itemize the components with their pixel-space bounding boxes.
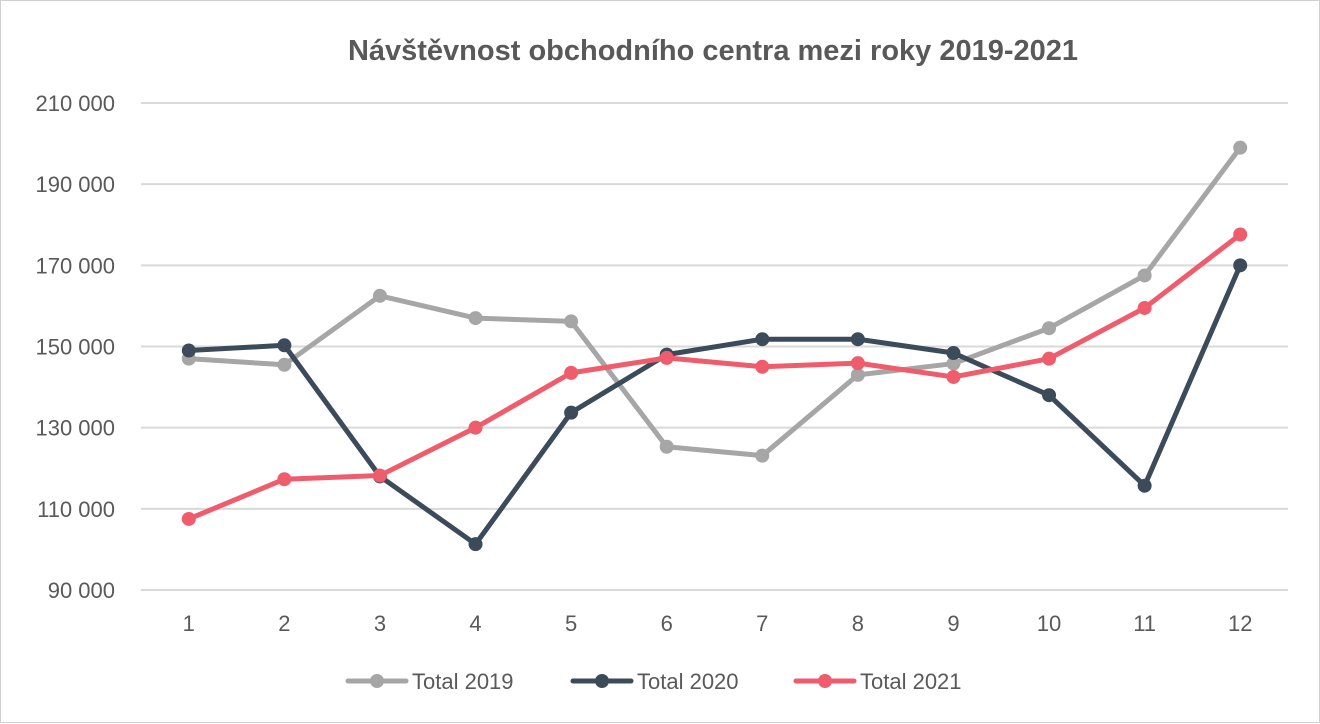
y-tick-label: 150 000	[35, 335, 115, 360]
data-point	[755, 448, 770, 463]
data-point	[1233, 258, 1248, 273]
x-tick-label: 12	[1228, 611, 1252, 636]
data-point	[1137, 300, 1152, 315]
data-point	[1042, 388, 1057, 403]
data-point	[468, 537, 483, 552]
series-3	[181, 227, 1248, 526]
data-point	[564, 314, 579, 329]
x-tick-label: 9	[947, 611, 959, 636]
y-tick-label: 90 000	[48, 578, 115, 603]
data-point	[1233, 140, 1248, 155]
data-point	[1233, 227, 1248, 242]
y-tick-label: 190 000	[35, 172, 115, 197]
y-axis-labels: 90 000 110 000 130 000 150 000 170 000 190 00…	[35, 91, 115, 603]
data-point	[468, 311, 483, 326]
data-point	[850, 356, 865, 371]
data-point	[755, 332, 770, 347]
legend-marker	[370, 674, 384, 688]
data-point	[946, 356, 961, 371]
data-point	[372, 288, 387, 303]
x-tick-label: 5	[565, 611, 577, 636]
data-point	[659, 439, 674, 454]
data-point	[564, 365, 579, 380]
chart-title: Návštěvnost obchodního centra mezi roky …	[348, 35, 1078, 67]
x-tick-label: 3	[374, 611, 386, 636]
data-point	[946, 345, 961, 360]
x-tick-label: 11	[1133, 611, 1156, 636]
legend-label: Total 2021	[860, 669, 962, 694]
x-tick-label: 6	[661, 611, 673, 636]
x-tick-label: 4	[469, 611, 481, 636]
data-point	[372, 468, 387, 483]
series-line	[186, 231, 1243, 522]
data-point	[1042, 321, 1057, 336]
y-tick-label: 110 000	[37, 497, 115, 522]
gridlines	[141, 102, 1288, 591]
data-point	[1137, 478, 1152, 493]
data-point	[1042, 351, 1057, 366]
series-line	[186, 145, 1243, 459]
series-line	[186, 262, 1243, 547]
x-tick-label: 10	[1037, 611, 1061, 636]
legend-item: Total 2021	[793, 669, 962, 694]
legend-marker	[595, 674, 609, 688]
legend: Total 2019 Total 2020 Total 2021	[345, 669, 962, 694]
data-point	[850, 332, 865, 347]
y-tick-label: 210 000	[35, 91, 115, 116]
y-tick-label: 170 000	[35, 253, 115, 278]
legend-item: Total 2020	[570, 669, 739, 694]
data-point	[468, 420, 483, 435]
legend-item: Total 2019	[345, 669, 514, 694]
series-layer	[181, 140, 1248, 552]
data-point	[181, 511, 196, 526]
x-tick-label: 8	[852, 611, 864, 636]
data-point	[277, 357, 292, 372]
legend-label: Total 2020	[637, 669, 739, 694]
data-point	[755, 359, 770, 374]
series-2	[181, 258, 1248, 552]
data-point	[564, 405, 579, 420]
y-tick-label: 130 000	[35, 416, 115, 441]
data-point	[1137, 268, 1152, 283]
data-point	[850, 367, 865, 382]
data-point	[277, 472, 292, 487]
legend-marker	[818, 674, 832, 688]
data-point	[946, 369, 961, 384]
x-tick-label: 1	[183, 611, 195, 636]
data-point	[659, 350, 674, 365]
x-tick-label: 7	[756, 611, 768, 636]
legend-label: Total 2019	[412, 669, 514, 694]
x-tick-label: 2	[278, 611, 290, 636]
series-1	[181, 140, 1248, 463]
x-axis-labels: 1 2 3 4 5 6 7 8 9 10 11 12	[183, 611, 1253, 636]
data-point	[277, 338, 292, 353]
data-point	[181, 343, 196, 358]
